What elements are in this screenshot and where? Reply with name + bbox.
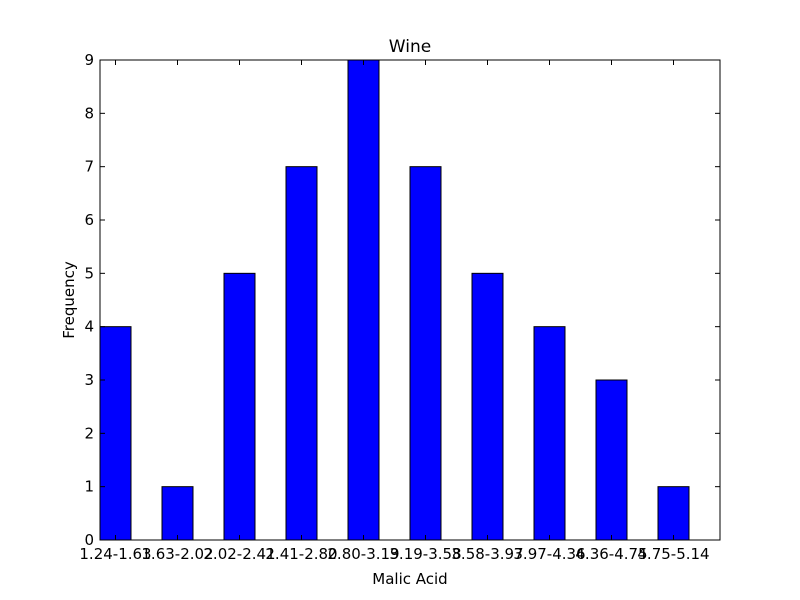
x-tick-label: 4.75-5.14 bbox=[637, 545, 709, 563]
bar-4.36-4.75 bbox=[595, 379, 628, 541]
bar-1.24-1.63 bbox=[99, 326, 132, 541]
x-axis-label: Malic Acid bbox=[372, 570, 447, 588]
x-tick-label: 2.80-3.19 bbox=[327, 545, 399, 563]
y-ticks-group: 0 1 2 3 4 5 6 7 8 9 bbox=[84, 51, 720, 549]
bar-3.58-3.97 bbox=[471, 272, 504, 541]
bar-3.19-3.58 bbox=[409, 166, 442, 541]
x-tick-label: 1.63-2.02 bbox=[141, 545, 213, 563]
y-tick-label: 2 bbox=[84, 424, 94, 442]
bar-4.75-5.14 bbox=[657, 486, 690, 541]
x-tick-label: 4.36-4.75 bbox=[575, 545, 647, 563]
y-tick-label: 5 bbox=[84, 264, 94, 282]
plot-frame bbox=[99, 59, 721, 541]
x-tick-label: 1.24-1.63 bbox=[79, 545, 151, 563]
chart-title: Wine bbox=[389, 37, 431, 57]
bar-1.63-2.02 bbox=[161, 486, 194, 541]
y-tick-label: 4 bbox=[84, 318, 94, 336]
bar-3.97-4.36 bbox=[533, 326, 566, 541]
y-tick-label: 8 bbox=[84, 104, 94, 122]
x-tick-label: 3.97-4.36 bbox=[513, 545, 585, 563]
bar-2.41-2.80 bbox=[285, 166, 318, 541]
x-ticks-group: 1.24-1.631.63-2.022.02-2.412.41-2.802.80… bbox=[79, 60, 710, 563]
y-tick-label: 0 bbox=[84, 531, 94, 549]
y-tick-label: 3 bbox=[84, 371, 94, 389]
y-tick-label: 9 bbox=[84, 51, 94, 69]
y-tick-label: 7 bbox=[84, 158, 94, 176]
x-tick-label: 3.19-3.58 bbox=[389, 545, 461, 563]
y-tick-label: 6 bbox=[84, 211, 94, 229]
x-tick-label: 3.58-3.97 bbox=[451, 545, 523, 563]
y-axis-label: Frequency bbox=[60, 261, 78, 339]
x-tick-label: 2.41-2.80 bbox=[265, 545, 337, 563]
bar-2.02-2.41 bbox=[223, 272, 256, 541]
x-tick-label: 2.02-2.41 bbox=[203, 545, 275, 563]
bars-group bbox=[99, 59, 690, 541]
bar-2.80-3.19 bbox=[347, 59, 380, 541]
y-tick-label: 1 bbox=[84, 478, 94, 496]
